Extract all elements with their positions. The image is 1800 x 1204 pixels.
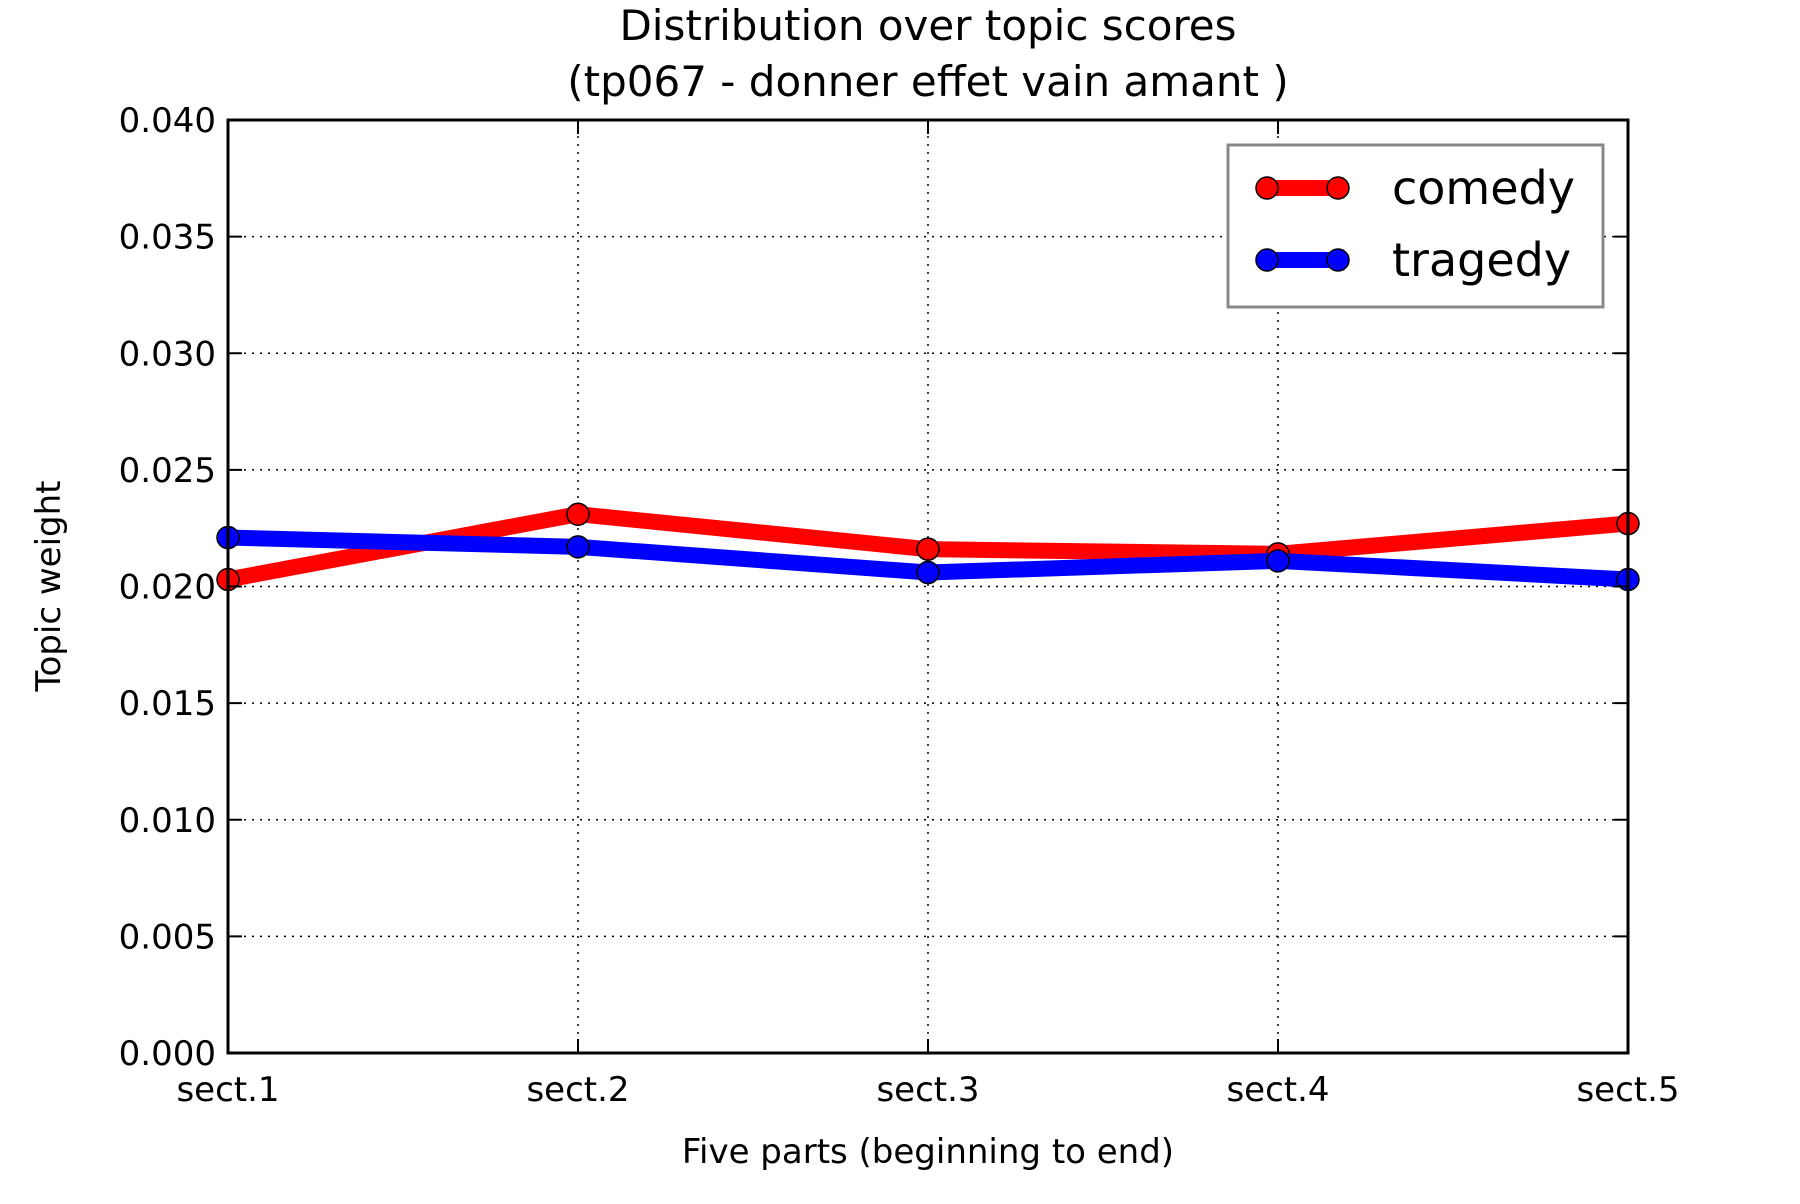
x-tick-label: sect.1 [176, 1070, 279, 1110]
series-lines [216, 502, 1640, 592]
legend-marker-comedy [1326, 176, 1350, 200]
data-point-comedy [566, 502, 590, 526]
y-tick-label: 0.035 [119, 218, 216, 258]
legend-marker-tragedy [1255, 248, 1279, 272]
y-tick-label: 0.025 [119, 451, 216, 491]
y-tick-label: 0.000 [119, 1034, 216, 1074]
data-point-tragedy [916, 560, 940, 585]
y-tick-label: 0.010 [119, 801, 216, 841]
y-tick-label: 0.020 [119, 568, 216, 608]
y-tick-label: 0.015 [119, 684, 216, 724]
legend: comedy tragedy [1226, 143, 1605, 309]
legend-label-comedy: comedy [1392, 161, 1575, 215]
x-tick-label: sect.5 [1576, 1070, 1679, 1110]
chart-title: Distribution over topic scores [619, 1, 1236, 50]
data-point-tragedy [566, 535, 590, 559]
legend-box [1226, 143, 1605, 309]
data-point-comedy [916, 537, 940, 561]
axis-ticks: 0.000 0.005 0.010 0.015 0.020 0.025 0.030 0.035… [119, 101, 1680, 1110]
grid-lines [228, 120, 1628, 1053]
y-tick-label: 0.005 [119, 917, 216, 957]
x-axis-label: Five parts (beginning to end) [682, 1132, 1174, 1172]
x-tick-label: sect.4 [1226, 1070, 1329, 1110]
legend-marker-tragedy [1326, 248, 1350, 272]
x-tick-label: sect.2 [526, 1070, 629, 1110]
chart-subtitle: (tp067 - donner effet vain amant ) [567, 57, 1288, 106]
y-tick-label: 0.040 [119, 101, 216, 141]
x-tick-label: sect.3 [876, 1070, 979, 1110]
data-point-tragedy [1266, 549, 1290, 573]
legend-marker-comedy [1255, 176, 1279, 200]
y-axis-label: Topic weight [29, 481, 69, 693]
legend-label-tragedy: tragedy [1392, 233, 1571, 287]
y-tick-label: 0.030 [119, 334, 216, 374]
legend-entries: comedy tragedy [1255, 161, 1575, 287]
